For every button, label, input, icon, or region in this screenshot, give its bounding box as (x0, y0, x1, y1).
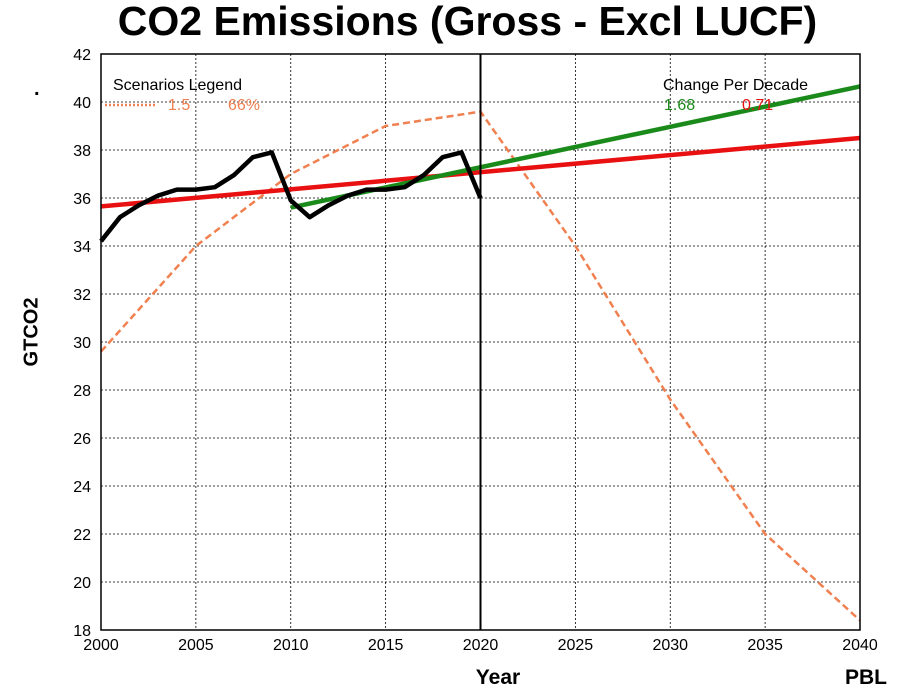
change-per-decade-legend: Change Per Decade 1.68 0.71 (663, 77, 808, 114)
x-tick-label: 2035 (747, 637, 783, 654)
x-tick-label: 2020 (463, 637, 499, 654)
y-tick-label: 22 (73, 527, 91, 544)
y-tick-label: 36 (73, 191, 91, 208)
x-tick-labels: 2000 2005 2010 2015 2020 2025 2030 2035 2040 (83, 637, 878, 654)
y-tick-label: 20 (73, 575, 91, 592)
change-per-decade-value: 1.68 (664, 97, 695, 114)
scenarios-legend: Scenarios Legend 1.5 66% (105, 77, 260, 114)
x-tick-label: 2000 (83, 637, 119, 654)
y-tick-label: 42 (73, 47, 91, 64)
chart-title: CO2 Emissions (Gross - Excl LUCF) (117, 0, 818, 44)
y-tick-labels: 18 20 22 24 26 28 30 32 34 36 38 40 42 (73, 47, 91, 640)
y-tick-label: 40 (73, 95, 91, 112)
x-tick-label: 2015 (368, 637, 404, 654)
y-tick-label: 30 (73, 335, 91, 352)
legend-entry-value: 66% (228, 97, 260, 114)
y-tick-label: 28 (73, 383, 91, 400)
legend-title: Scenarios Legend (113, 77, 242, 94)
legend-entry-label: 1.5 (168, 97, 190, 114)
change-per-decade-value: 0.71 (742, 97, 773, 114)
y-tick-label: 38 (73, 143, 91, 160)
axis-marker-dot: . (34, 78, 40, 100)
plot-frame (100, 53, 861, 631)
x-tick-label: 2025 (558, 637, 594, 654)
x-tick-label: 2040 (842, 637, 878, 654)
y-tick-label: 34 (73, 239, 91, 256)
y-tick-label: 18 (73, 623, 91, 640)
x-tick-label: 2005 (178, 637, 214, 654)
change-per-decade-title: Change Per Decade (663, 77, 808, 94)
x-axis-label: Year (475, 666, 521, 689)
y-tick-label: 26 (73, 431, 91, 448)
x-tick-label: 2030 (652, 637, 688, 654)
y-tick-label: 32 (73, 287, 91, 304)
source-label: PBL (845, 666, 887, 689)
x-tick-label: 2010 (273, 637, 309, 654)
y-tick-label: 24 (73, 479, 91, 496)
series-line-historical (99, 150, 483, 243)
